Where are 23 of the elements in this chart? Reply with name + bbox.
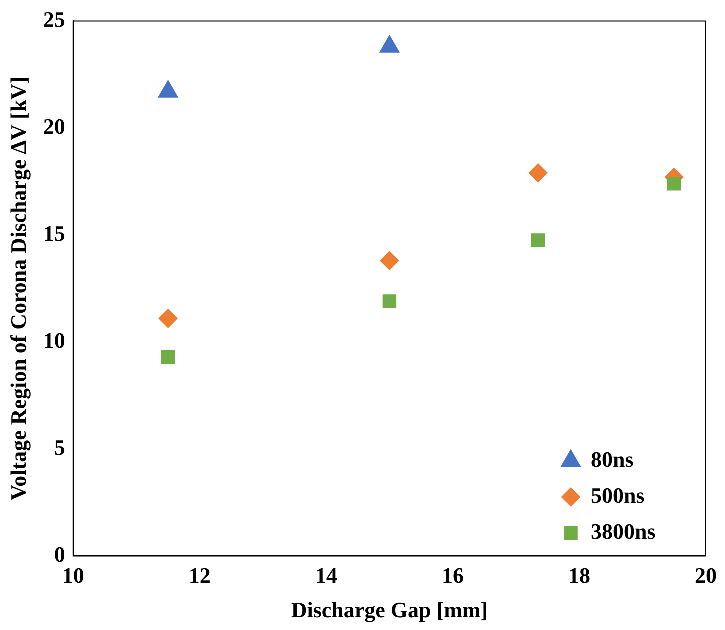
y-tick-label: 15 (43, 220, 66, 246)
point (158, 309, 178, 328)
legend-label: 500ns (591, 482, 646, 508)
point (528, 164, 548, 183)
y-tick-label: 0 (54, 542, 66, 567)
x-axis-title: Discharge Gap [mm] (291, 597, 488, 622)
y-tick-label: 20 (43, 114, 66, 139)
y-tick-label: 25 (43, 6, 66, 32)
y-axis-title: Voltage Region of Corona Discharge ΔV [kV] (6, 76, 31, 501)
point (382, 294, 397, 308)
point (161, 350, 176, 364)
point (380, 251, 400, 270)
point (531, 234, 546, 248)
y-tick-label: 10 (43, 328, 66, 353)
x-tick-label: 20 (695, 563, 717, 588)
x-tick-label: 14 (315, 563, 338, 588)
x-tick-label: 18 (568, 563, 590, 588)
legend-label: 80ns (591, 446, 634, 472)
legend-label: 3800ns (591, 518, 656, 544)
y-tick-label: 5 (54, 434, 66, 460)
x-tick-label: 16 (442, 563, 464, 588)
point (668, 176, 682, 191)
x-tick-label: 12 (188, 563, 211, 588)
